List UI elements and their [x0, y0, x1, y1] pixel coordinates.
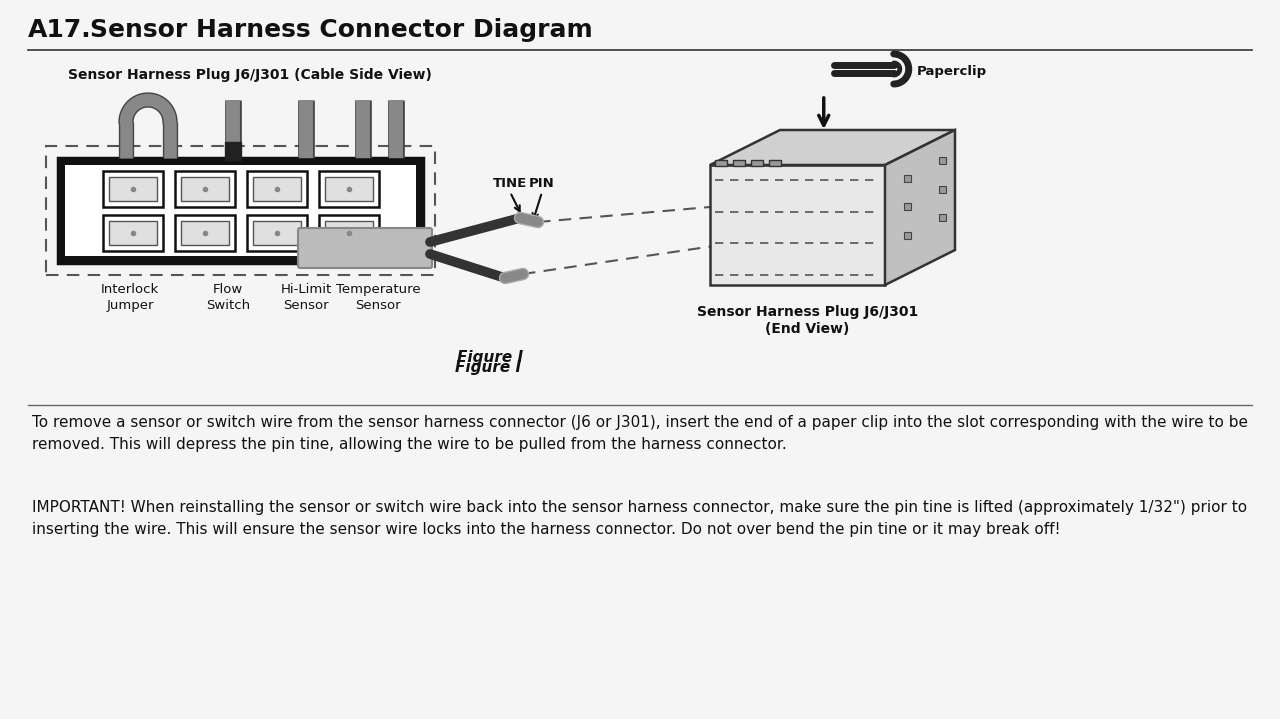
FancyBboxPatch shape [940, 214, 946, 221]
FancyBboxPatch shape [174, 170, 234, 206]
Text: To remove a sensor or switch wire from the sensor harness connector (J6 or J301): To remove a sensor or switch wire from t… [32, 415, 1248, 452]
FancyBboxPatch shape [247, 214, 306, 250]
Text: Paperclip: Paperclip [916, 65, 987, 78]
FancyBboxPatch shape [252, 221, 301, 244]
FancyBboxPatch shape [325, 176, 372, 201]
FancyBboxPatch shape [180, 221, 229, 244]
FancyBboxPatch shape [904, 232, 911, 239]
Text: Sensor Harness Plug J6/J301
(End View): Sensor Harness Plug J6/J301 (End View) [696, 305, 918, 336]
Polygon shape [884, 130, 955, 285]
FancyBboxPatch shape [319, 170, 379, 206]
FancyBboxPatch shape [716, 160, 727, 166]
Polygon shape [710, 130, 955, 165]
Polygon shape [710, 165, 884, 285]
FancyBboxPatch shape [65, 165, 416, 256]
FancyBboxPatch shape [252, 176, 301, 201]
Text: IMPORTANT! When reinstalling the sensor or switch wire back into the sensor harn: IMPORTANT! When reinstalling the sensor … [32, 500, 1247, 536]
Text: Interlock
Jumper: Interlock Jumper [101, 283, 159, 312]
FancyBboxPatch shape [319, 214, 379, 250]
Text: Sensor Harness Plug J6/J301 (Cable Side View): Sensor Harness Plug J6/J301 (Cable Side … [68, 68, 431, 82]
FancyBboxPatch shape [940, 157, 946, 165]
FancyBboxPatch shape [247, 170, 306, 206]
Text: Sensor Harness Connector Diagram: Sensor Harness Connector Diagram [90, 18, 593, 42]
Text: Temperature
Sensor: Temperature Sensor [335, 283, 420, 312]
FancyBboxPatch shape [225, 142, 241, 160]
FancyBboxPatch shape [904, 203, 911, 210]
Text: Figure I: Figure I [457, 350, 524, 365]
FancyBboxPatch shape [940, 186, 946, 193]
FancyBboxPatch shape [109, 176, 156, 201]
FancyBboxPatch shape [102, 170, 163, 206]
FancyBboxPatch shape [733, 160, 745, 166]
Text: PIN: PIN [529, 177, 554, 190]
FancyBboxPatch shape [174, 214, 234, 250]
FancyBboxPatch shape [102, 214, 163, 250]
Text: TINE: TINE [493, 177, 527, 190]
Text: Hi-Limit
Sensor: Hi-Limit Sensor [280, 283, 332, 312]
Text: Flow
Switch: Flow Switch [206, 283, 250, 312]
FancyBboxPatch shape [58, 158, 422, 263]
FancyBboxPatch shape [180, 176, 229, 201]
FancyBboxPatch shape [298, 228, 433, 268]
FancyBboxPatch shape [769, 160, 781, 166]
FancyBboxPatch shape [904, 175, 911, 182]
FancyBboxPatch shape [325, 221, 372, 244]
FancyBboxPatch shape [109, 221, 156, 244]
Text: Figure I: Figure I [454, 360, 521, 375]
FancyBboxPatch shape [751, 160, 763, 166]
Text: A17.: A17. [28, 18, 92, 42]
